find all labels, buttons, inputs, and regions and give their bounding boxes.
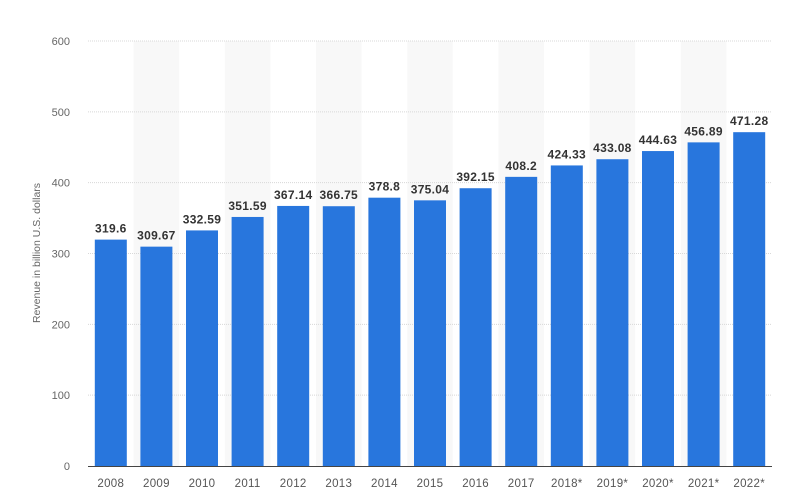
data-label: 392.15 <box>456 170 495 184</box>
y-tick-label: 0 <box>64 461 70 473</box>
data-label: 319.6 <box>95 222 127 236</box>
y-tick-label: 200 <box>52 319 70 331</box>
bar-2014 <box>368 197 401 466</box>
x-tick-label: 2010 <box>189 478 216 490</box>
x-tick-label: 2016 <box>462 478 489 490</box>
data-label: 456.89 <box>684 124 723 138</box>
x-tick-label: 2013 <box>325 478 352 490</box>
bar-2012 <box>277 205 310 466</box>
bar-2013 <box>322 206 355 466</box>
data-labels: 319.6 309.67 332.59 351.59 367.14 366.75 378.8… <box>95 114 768 242</box>
bar-2010 <box>186 230 218 466</box>
y-tick-label: 600 <box>52 36 70 48</box>
bar-2011 <box>231 216 264 466</box>
data-label: 471.28 <box>730 114 769 128</box>
bar-2016 <box>459 188 492 466</box>
y-tick-label: 300 <box>52 249 70 261</box>
x-tick-label: 2012 <box>280 478 307 490</box>
x-tick-label: 2009 <box>143 478 170 490</box>
data-label: 408.2 <box>505 159 537 173</box>
bar-2008 <box>94 239 127 466</box>
bar-2019 <box>596 159 629 467</box>
x-tick-label: 2011 <box>235 478 261 490</box>
y-axis-label: Revenue in billion U.S. dollars <box>31 183 43 323</box>
data-label: 367.14 <box>274 188 313 202</box>
x-tick-label: 2022* <box>733 478 765 490</box>
data-label: 375.04 <box>411 182 450 196</box>
x-tick-label: 2018* <box>551 478 583 490</box>
data-label: 424.33 <box>548 147 587 161</box>
x-tick-label: 2008 <box>97 478 124 490</box>
bar-2021 <box>687 142 720 467</box>
data-label: 351.59 <box>228 199 267 213</box>
data-label: 366.75 <box>320 188 359 202</box>
bar-2009 <box>140 246 173 466</box>
data-label: 378.8 <box>369 180 401 194</box>
data-label: 309.67 <box>137 229 176 243</box>
bar-2017 <box>505 176 538 466</box>
y-tick-label: 100 <box>52 390 70 402</box>
x-tick-label: 2014 <box>371 478 398 490</box>
bar-2020 <box>642 151 674 466</box>
y-axis-ticks: 0 100 200 300 400 500 600 <box>52 36 70 473</box>
x-tick-label: 2020* <box>642 478 674 490</box>
y-tick-label: 400 <box>52 178 70 190</box>
bar-2018 <box>550 165 583 466</box>
bars <box>94 132 766 467</box>
x-tick-label: 2021* <box>688 478 720 490</box>
bar-2022 <box>733 132 766 466</box>
data-label: 433.08 <box>593 141 632 155</box>
x-tick-label: 2017 <box>508 478 535 490</box>
x-tick-label: 2015 <box>417 478 444 490</box>
y-tick-label: 500 <box>52 107 70 119</box>
data-label: 444.63 <box>639 133 678 147</box>
x-tick-label: 2019* <box>597 478 629 490</box>
x-axis-ticks: 2008 2009 2010 2011 2012 2013 2014 2015 2016 2017… <box>97 478 765 490</box>
data-label: 332.59 <box>183 212 222 226</box>
bar-2015 <box>414 200 446 466</box>
